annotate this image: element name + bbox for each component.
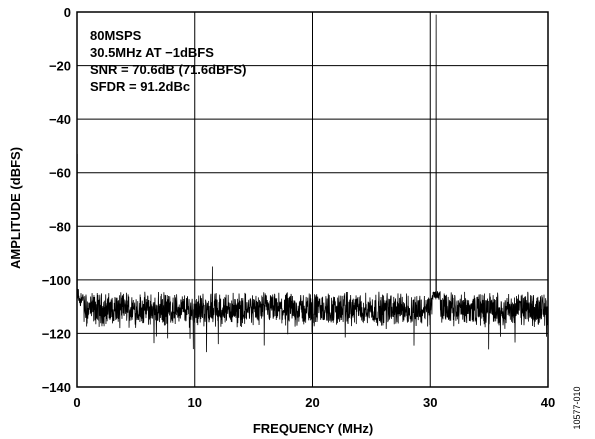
- x-tick-label: 30: [423, 395, 437, 410]
- x-tick-label: 10: [188, 395, 202, 410]
- y-tick-label: −20: [49, 59, 71, 74]
- y-tick-label: −140: [42, 380, 71, 395]
- y-tick-label: −100: [42, 273, 71, 288]
- x-axis-title: FREQUENCY (MHz): [253, 421, 373, 436]
- x-tick-labels: 0 10 20 30 40: [73, 395, 555, 410]
- annotation-sample-rate: 80MSPS: [90, 28, 142, 43]
- y-tick-label: 0: [64, 5, 71, 20]
- y-axis-title: AMPLITUDE (dBFS): [8, 147, 23, 269]
- y-tick-labels: 0 −20 −40 −60 −80 −100 −120 −140: [42, 5, 71, 395]
- annotation-snr: SNR = 70.6dB (71.6dBFS): [90, 62, 246, 77]
- annotation-block: 80MSPS 30.5MHz AT −1dBFS SNR = 70.6dB (7…: [90, 28, 246, 94]
- annotation-sfdr: SFDR = 91.2dBc: [90, 79, 190, 94]
- y-tick-label: −40: [49, 112, 71, 127]
- y-tick-label: −80: [49, 219, 71, 234]
- plot-frame: [76, 11, 549, 388]
- figure-id: 10577-010: [572, 386, 582, 429]
- y-tick-label: −60: [49, 166, 71, 181]
- annotation-input-tone: 30.5MHz AT −1dBFS: [90, 45, 214, 60]
- x-tick-label: 40: [541, 395, 555, 410]
- y-tick-label: −120: [42, 326, 71, 341]
- x-tick-label: 0: [73, 395, 80, 410]
- x-tick-label: 20: [305, 395, 319, 410]
